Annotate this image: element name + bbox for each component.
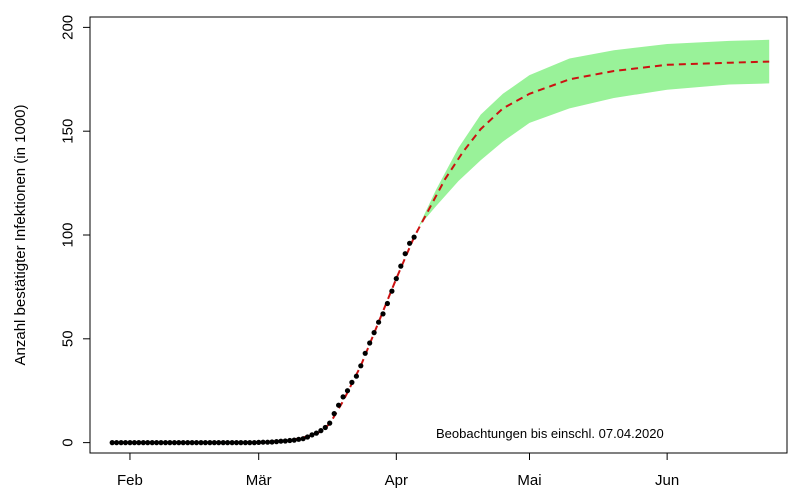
forecast-line-layer bbox=[112, 60, 770, 444]
observation-point bbox=[185, 440, 191, 446]
observation-point bbox=[251, 440, 257, 446]
observation-point bbox=[202, 440, 208, 446]
observation-point bbox=[362, 350, 368, 356]
observation-point bbox=[398, 263, 404, 269]
observation-point bbox=[136, 440, 142, 446]
observation-point bbox=[318, 428, 324, 434]
observation-point bbox=[411, 234, 417, 240]
observation-point bbox=[145, 440, 151, 446]
observation-point bbox=[154, 440, 160, 446]
observation-point bbox=[207, 440, 213, 446]
y-tick-label: 150 bbox=[60, 119, 77, 144]
observation-point bbox=[380, 311, 386, 317]
observation-point bbox=[220, 440, 226, 446]
observation-point bbox=[402, 251, 408, 257]
observation-point bbox=[216, 440, 222, 446]
observation-point bbox=[273, 439, 280, 445]
y-tick-label: 0 bbox=[60, 438, 77, 446]
observation-point bbox=[193, 440, 200, 446]
observation-point bbox=[225, 440, 231, 446]
observation-point bbox=[389, 288, 395, 294]
forecast-interval-band bbox=[418, 39, 770, 227]
annotation: Beobachtungen bis einschl. 07.04.2020 bbox=[436, 426, 664, 441]
observation-point bbox=[149, 440, 155, 446]
observation-point bbox=[118, 440, 124, 446]
observation-point bbox=[322, 424, 328, 431]
observation-point bbox=[278, 438, 284, 444]
observation-point bbox=[269, 439, 275, 445]
y-axis-label: Anzahl bestätigter Infektionen (in 1000) bbox=[12, 104, 29, 365]
observation-point bbox=[176, 440, 182, 446]
observation-point bbox=[211, 440, 217, 446]
x-tick-label: Mär bbox=[246, 472, 272, 489]
observation-point bbox=[336, 402, 342, 408]
observation-point bbox=[167, 440, 173, 446]
observation-point bbox=[353, 373, 359, 379]
y-tick-label: 50 bbox=[60, 330, 77, 347]
observation-point bbox=[198, 440, 204, 446]
observation-point bbox=[114, 440, 120, 446]
observation-point bbox=[229, 440, 235, 446]
observation-point bbox=[265, 439, 271, 445]
observation-point bbox=[162, 440, 169, 446]
observation-point bbox=[358, 363, 364, 369]
observation-point bbox=[247, 440, 253, 446]
observation-point bbox=[304, 434, 311, 440]
observation-point bbox=[180, 440, 186, 446]
observation-point bbox=[407, 240, 413, 246]
x-axis: Feb Mär Apr Mai Jun bbox=[117, 452, 679, 489]
observation-point bbox=[158, 440, 164, 446]
observation-point bbox=[238, 440, 244, 446]
observation-point bbox=[189, 440, 195, 446]
observation-point bbox=[242, 440, 248, 446]
observation-point bbox=[327, 420, 333, 426]
observation-point bbox=[109, 440, 115, 446]
y-tick-label: 100 bbox=[60, 222, 77, 247]
observation-point bbox=[127, 440, 133, 446]
observation-point bbox=[282, 438, 288, 444]
observation-point bbox=[260, 439, 266, 445]
observation-point bbox=[340, 394, 346, 400]
y-tick-label: 200 bbox=[60, 15, 77, 40]
observation-point bbox=[309, 432, 315, 438]
observation-point bbox=[367, 340, 373, 346]
x-tick-label: Apr bbox=[385, 472, 408, 489]
observation-point bbox=[131, 440, 137, 446]
observation-point bbox=[344, 388, 351, 394]
observation-point bbox=[393, 276, 399, 282]
observation-point bbox=[384, 300, 390, 307]
observation-point bbox=[287, 437, 293, 444]
observation-point bbox=[256, 439, 262, 445]
forecast-line bbox=[112, 60, 770, 444]
observation-point bbox=[313, 430, 319, 436]
forecast-interval-layer bbox=[418, 39, 770, 227]
observation-point bbox=[349, 379, 355, 385]
observation-points-layer bbox=[109, 234, 417, 446]
x-tick-label: Jun bbox=[655, 472, 679, 489]
x-tick-label: Feb bbox=[117, 472, 143, 489]
observation-point bbox=[371, 330, 377, 336]
observation-point bbox=[331, 411, 337, 417]
observation-point bbox=[291, 437, 297, 443]
observation-point bbox=[300, 436, 306, 442]
observation-point bbox=[376, 319, 382, 325]
y-axis: 0 50 100 150 200 bbox=[60, 15, 91, 447]
observation-point bbox=[233, 440, 240, 446]
x-tick-label: Mai bbox=[517, 472, 541, 489]
observation-point bbox=[296, 436, 302, 442]
observation-point bbox=[171, 440, 177, 446]
observation-point bbox=[140, 440, 146, 446]
observation-point bbox=[122, 440, 129, 446]
